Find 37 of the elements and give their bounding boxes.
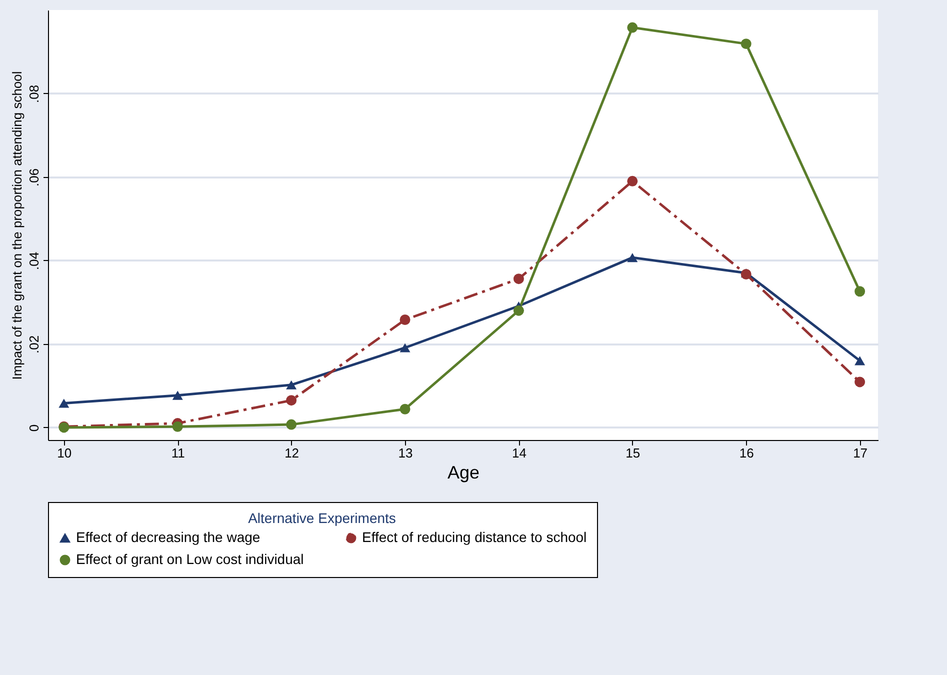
point <box>58 398 70 408</box>
point <box>854 286 866 297</box>
point <box>740 38 752 50</box>
x-tick-label: 13 <box>398 446 413 460</box>
point <box>172 390 183 400</box>
x-tick-label: 15 <box>626 446 640 460</box>
point <box>400 314 410 325</box>
point <box>627 22 638 33</box>
point <box>286 380 297 390</box>
x-tick-label: 11 <box>171 446 185 460</box>
point <box>400 343 410 352</box>
x-axis-title: Age <box>447 462 480 482</box>
legend-label: Effect of grant on Low cost individual <box>76 551 304 567</box>
legend-title: Alternative Experiments <box>248 510 396 526</box>
point <box>627 176 638 186</box>
y-tick-label: 0 <box>26 424 42 432</box>
point <box>286 395 297 406</box>
y-tick-label: .06 <box>26 168 42 187</box>
x-tick-label: 16 <box>739 446 754 460</box>
point <box>513 305 524 316</box>
x-tick-label: 17 <box>853 446 868 460</box>
point <box>854 356 866 366</box>
x-tick-label: 12 <box>284 446 300 460</box>
point <box>627 253 638 262</box>
point <box>172 421 183 432</box>
y-tick-label: .08 <box>26 84 42 104</box>
legend-label: Effect of reducing distance to school <box>362 529 587 545</box>
legend-label: Effect of decreasing the wage <box>76 529 260 545</box>
y-axis-title: Impact of the grant on the proportion attending school <box>10 71 24 380</box>
point <box>854 376 866 388</box>
y-tick-label: .02 <box>26 335 42 354</box>
point <box>400 404 410 414</box>
y-tick-label: .04 <box>26 252 42 270</box>
x-tick-label: 10 <box>57 446 72 460</box>
point <box>286 419 297 430</box>
point <box>513 274 524 284</box>
x-tick-label: 14 <box>512 446 526 460</box>
